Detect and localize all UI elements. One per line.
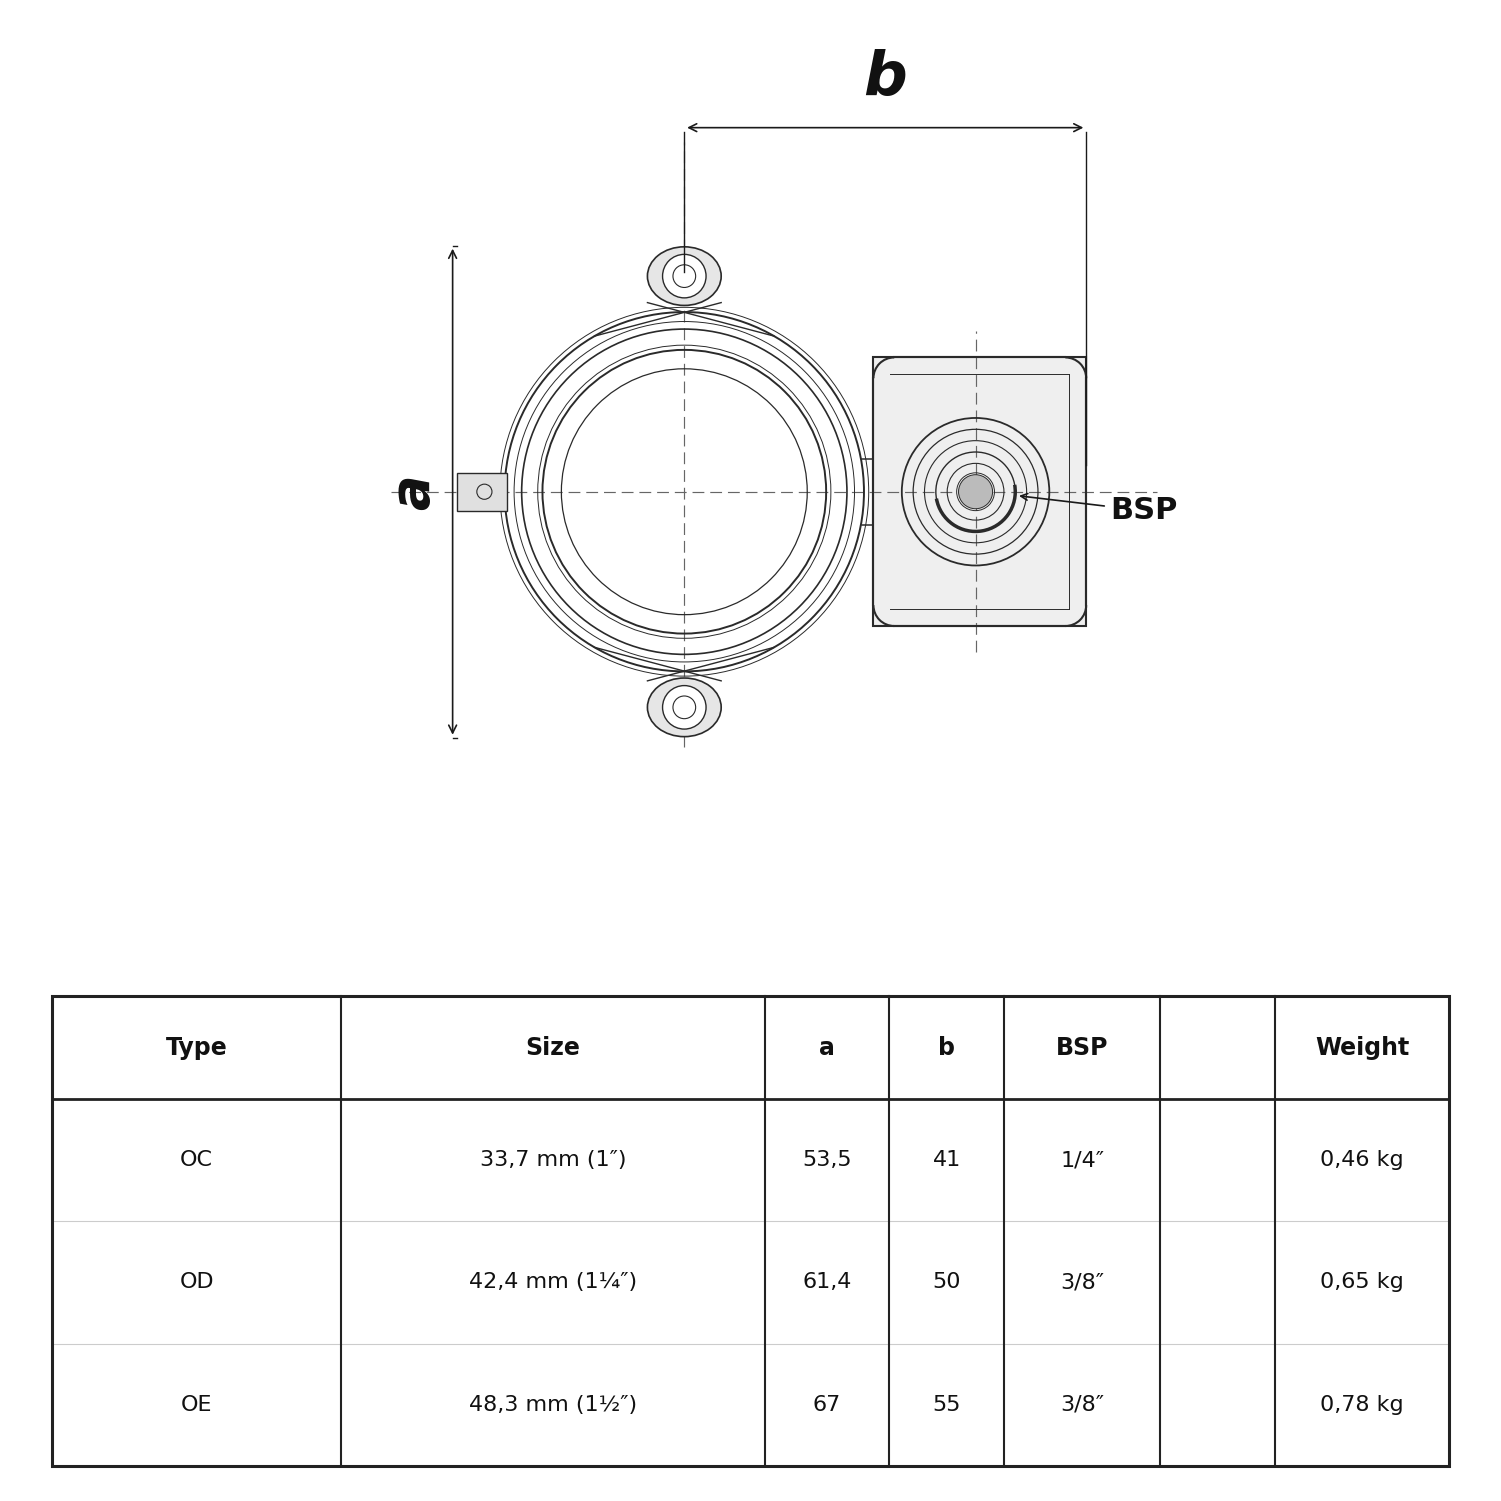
Text: Size: Size	[525, 1036, 581, 1060]
Text: b: b	[938, 1036, 955, 1060]
Text: 0,46 kg: 0,46 kg	[1321, 1150, 1403, 1171]
Text: Weight: Weight	[1315, 1036, 1409, 1060]
Text: 1/4″: 1/4″	[1060, 1150, 1105, 1171]
Circle shape	[662, 686, 705, 729]
Text: 50: 50	[932, 1273, 961, 1292]
Text: Type: Type	[165, 1036, 228, 1060]
Bar	[458, 473, 506, 510]
Circle shape	[662, 254, 705, 297]
Text: 33,7 mm (1″): 33,7 mm (1″)	[480, 1150, 626, 1171]
Text: OD: OD	[180, 1273, 215, 1292]
Text: 48,3 mm (1½″): 48,3 mm (1½″)	[468, 1394, 636, 1414]
Text: 41: 41	[932, 1150, 961, 1171]
Text: 55: 55	[932, 1394, 961, 1414]
Text: a: a	[818, 1036, 835, 1060]
Text: 3/8″: 3/8″	[1060, 1273, 1105, 1292]
Bar	[874, 357, 1087, 626]
Ellipse shape	[647, 678, 720, 737]
Text: b: b	[863, 50, 907, 108]
Text: OE: OE	[182, 1394, 213, 1414]
Text: BSP: BSP	[1055, 1036, 1108, 1060]
Text: 3/8″: 3/8″	[1060, 1394, 1105, 1414]
Text: 0,65 kg: 0,65 kg	[1321, 1273, 1403, 1292]
Text: BSP: BSP	[1021, 494, 1177, 525]
Text: 67: 67	[812, 1394, 841, 1414]
Text: a: a	[387, 474, 438, 509]
Text: 61,4: 61,4	[802, 1273, 851, 1292]
Text: 0,78 kg: 0,78 kg	[1321, 1394, 1403, 1414]
Circle shape	[959, 474, 992, 509]
Text: 42,4 mm (1¼″): 42,4 mm (1¼″)	[468, 1273, 636, 1292]
Ellipse shape	[647, 246, 720, 305]
Text: OC: OC	[180, 1150, 213, 1171]
Text: 53,5: 53,5	[802, 1150, 851, 1171]
